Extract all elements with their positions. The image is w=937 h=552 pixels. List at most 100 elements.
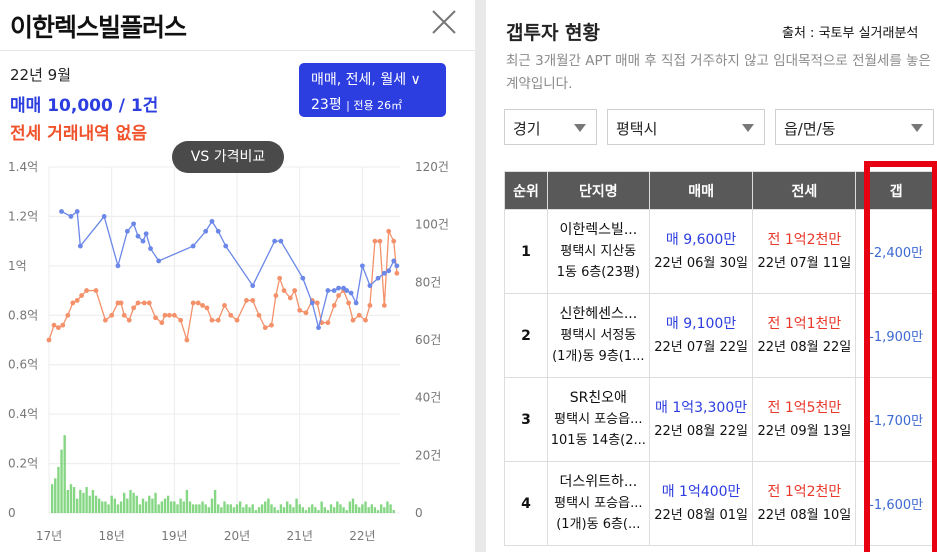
volume-bar [176,504,179,513]
volume-bar [326,510,330,513]
volume-bar [154,492,157,513]
jeonse-series-point [250,298,256,303]
volume-bar [257,507,261,513]
data-source-label: 출처 : 국토부 실거래분석 [782,26,919,41]
y-left-tick-label: 0.6억 [8,358,38,372]
jeonse-series-point [118,300,124,306]
sale-series-point [148,246,153,251]
city-dropdown[interactable]: 평택시 [607,109,765,145]
volume-bar [245,504,248,513]
jeonse-series-point [273,293,279,298]
volume-bar [198,504,201,513]
sale-price: 매 1억400만 [661,483,741,500]
rank-cell: 3 [504,377,548,462]
jeonse-series-point [244,298,249,303]
x-tick-label: 22년 [349,529,375,543]
volume-bar [226,504,229,513]
complex-cell[interactable]: 신한헤센스... 평택시 서정동 (1개)동 9층(1... [546,293,650,378]
gap-investment-title: 갭투자 현황 [506,22,601,44]
gap-cell: -1,900만 [855,293,937,378]
volume-bar [329,504,333,513]
volume-bar [235,504,239,513]
volume-bar [304,510,308,513]
volume-bar [191,504,195,513]
volume-bar [119,501,123,513]
jeonse-series-point [135,300,141,306]
vs-price-compare-button[interactable]: VS 가격비교 [172,141,284,173]
volume-bar [267,498,270,513]
jeonse-series-point [74,298,80,303]
sale-series-point [203,228,209,234]
jeonse-price: 전 1억2천만 [767,483,842,500]
sale-series-point [101,214,107,219]
volume-bar [213,489,217,513]
jeonse-series-point [287,295,293,301]
table-row[interactable]: 3 SR친오애 평택시 포승읍... 101동 14층(2... 매 1억3,3… [504,377,937,462]
volume-bar [317,510,320,513]
jeonse-series-point [346,300,352,306]
volume-bar [367,507,370,513]
jeonse-series-point [109,312,115,318]
jeonse-series-point [79,293,84,298]
volume-bar [210,498,214,513]
y-left-tick-label: 0.4억 [8,407,38,421]
sale-series-point [348,290,354,296]
volume-bar [138,504,142,513]
chevron-down-icon [742,124,754,132]
volume-bar [163,498,167,513]
sale-date: 22년 08월 22일 [654,423,748,439]
sale-series-point [124,228,130,234]
table-header-row: 순위 단지명 매매 전세 갭 [504,171,937,210]
district-dropdown-label: 읍/면/동 [784,120,836,138]
complex-address: 평택시 서정동 [560,328,637,343]
jeonse-series-point [297,307,303,313]
province-dropdown[interactable]: 경기 [504,109,597,145]
volume-bar [97,498,101,513]
volume-bar [285,501,289,513]
volume-bar [116,504,120,513]
chevron-down-icon [911,124,923,132]
sale-series-point [278,238,284,244]
volume-bar [251,504,254,513]
volume-bar [94,495,98,513]
volume-bar [148,495,151,513]
y-left-tick-label: 1.4억 [8,160,38,174]
jeonse-series-point [121,312,127,318]
volume-bar [166,495,170,513]
table-row[interactable]: 2 신한헤센스... 평택시 서정동 (1개)동 9층(1... 매 9,100… [504,293,937,378]
y-right-tick-label: 0 [415,506,423,520]
complex-cell[interactable]: SR친오애 평택시 포승읍... 101동 14층(2... [546,377,650,462]
sale-series-point [250,283,256,289]
jeonse-cell: 전 1억1천만 22년 08월 22일 [752,293,857,378]
volume-bar [50,484,54,513]
jeonse-series-point [51,322,57,328]
volume-bar [273,507,276,513]
table-row[interactable]: 4 더스위트하... 평택시 포승읍... (1개)동 6층(... 매 1억4… [504,461,937,546]
transaction-type-filter-button[interactable]: 매매, 전세, 월세 ∨ 23평 | 전용 26㎡ [299,63,446,117]
volume-bar [229,504,232,513]
filter-area: 전용 26㎡ [353,99,403,112]
volume-bar [354,504,358,513]
jeonse-series-point [190,300,196,306]
price-history-chart: 1.4억 1.2억 1억 0.8억 0.6억 0.4억 0.2억 0 120건 100건 80건 60… [8,160,449,543]
complex-name: 이한렉스빌... [559,222,638,238]
sale-series-point [209,218,215,224]
volume-bar [185,489,189,513]
close-icon[interactable] [430,8,458,36]
volume-bar [179,498,182,513]
gap-cell: -1,600만 [855,461,937,546]
jeonse-series-point [46,337,52,343]
jeonse-series-point [56,325,61,331]
district-dropdown[interactable]: 읍/면/동 [775,109,934,145]
jeonse-series-point [367,303,373,308]
volume-bar [373,507,377,513]
sale-series-point [131,221,137,227]
volume-bar [54,478,57,513]
sale-series-point [344,288,350,293]
volume-bar [260,504,264,513]
y-left-tick-label: 0.2억 [8,457,38,471]
complex-cell[interactable]: 이한렉스빌... 평택시 지산동 1동 6층(23평) [546,209,650,294]
complex-cell[interactable]: 더스위트하... 평택시 포승읍... (1개)동 6층(... [546,461,650,546]
filter-type-label: 매매, 전세, 월세 ∨ [311,72,421,88]
table-row[interactable]: 1 이한렉스빌... 평택시 지산동 1동 6층(23평) 매 9,600만 2… [504,209,937,294]
